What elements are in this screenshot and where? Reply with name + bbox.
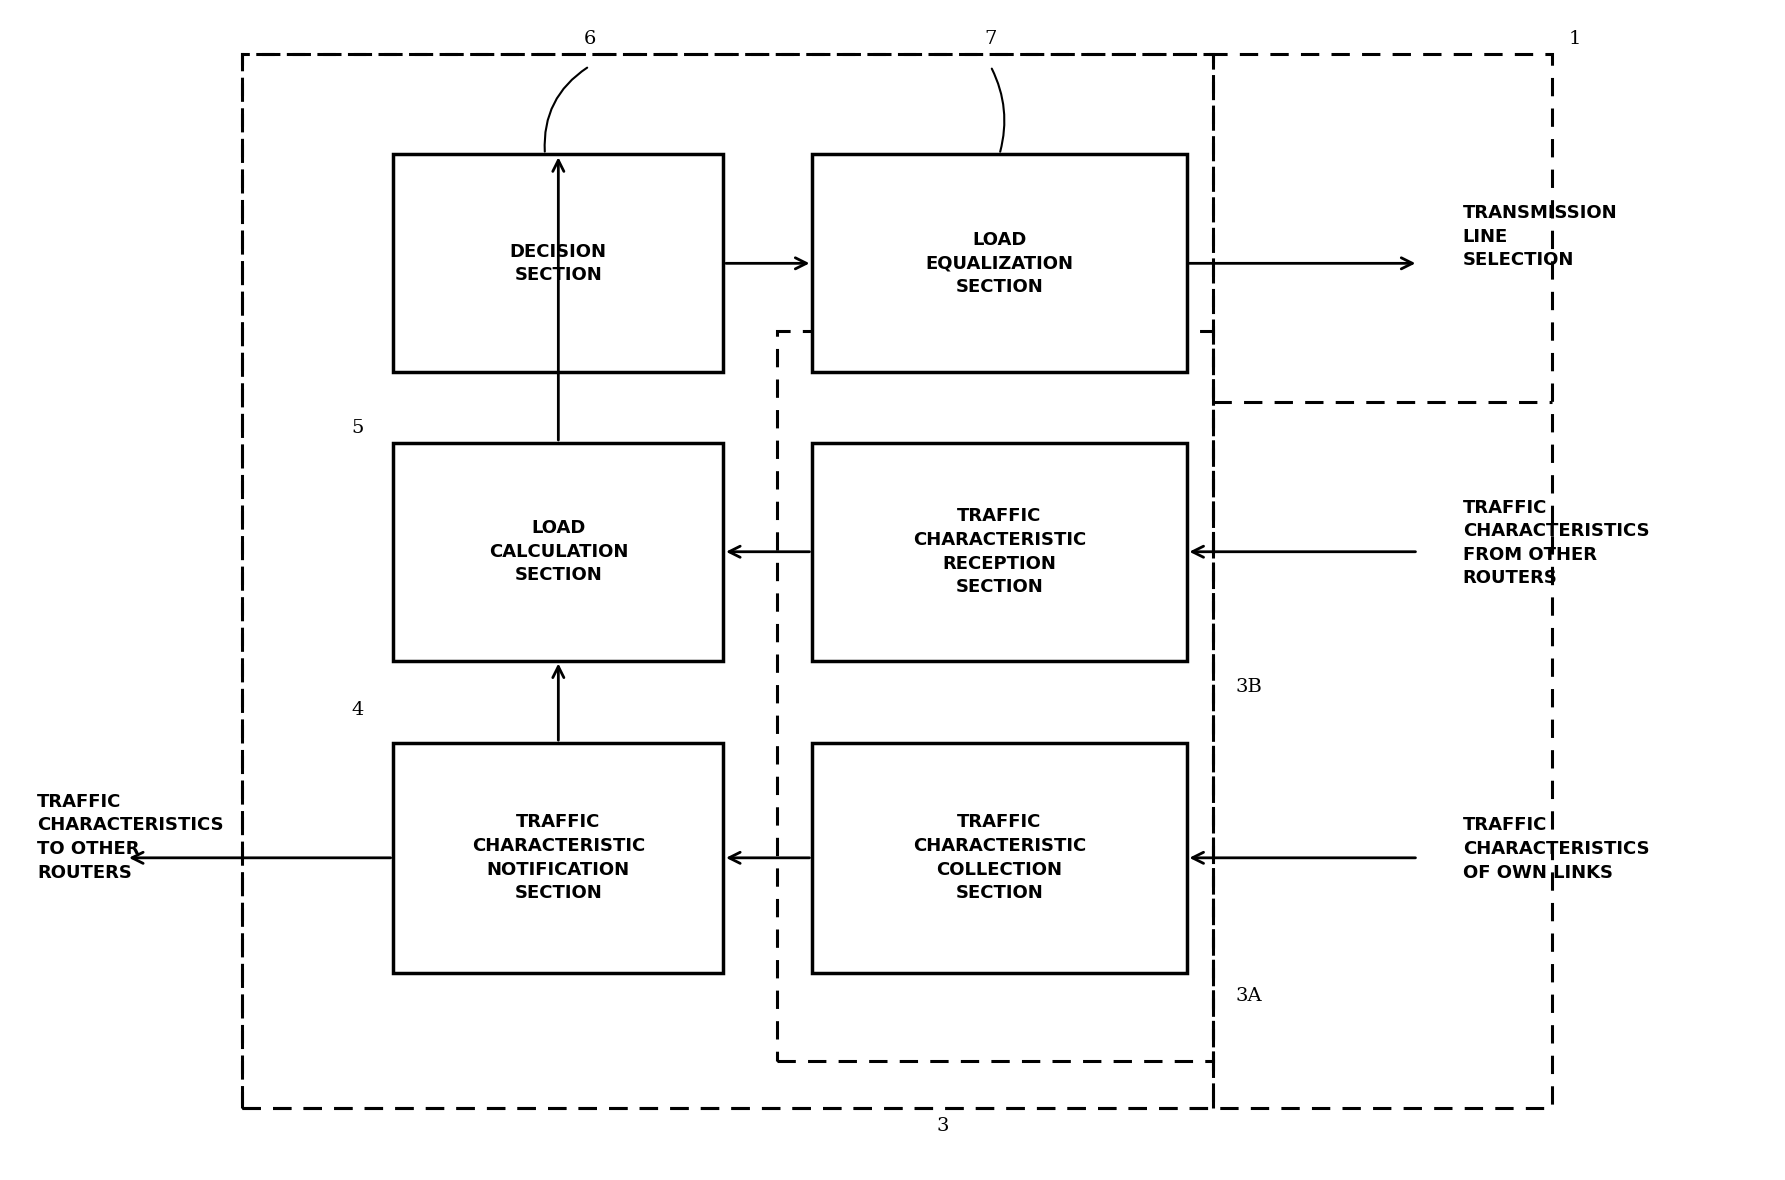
Text: TRANSMISSION
LINE
SELECTION: TRANSMISSION LINE SELECTION (1464, 204, 1617, 269)
Text: LOAD
EQUALIZATION
SECTION: LOAD EQUALIZATION SECTION (925, 231, 1073, 296)
Text: 6: 6 (584, 30, 596, 48)
Bar (243, 54, 1214, 1108)
Text: TRAFFIC
CHARACTERISTIC
COLLECTION
SECTION: TRAFFIC CHARACTERISTIC COLLECTION SECTIO… (912, 813, 1085, 903)
Bar (393, 155, 723, 372)
Bar (243, 54, 1551, 1108)
Text: TRAFFIC
CHARACTERISTICS
FROM OTHER
ROUTERS: TRAFFIC CHARACTERISTICS FROM OTHER ROUTE… (1464, 498, 1649, 588)
Text: TRAFFIC
CHARACTERISTICS
TO OTHER
ROUTERS: TRAFFIC CHARACTERISTICS TO OTHER ROUTERS (37, 793, 223, 881)
Bar (812, 743, 1187, 972)
Bar (393, 442, 723, 661)
Text: DECISION
SECTION: DECISION SECTION (511, 243, 607, 284)
Text: 3B: 3B (1235, 677, 1262, 695)
Text: 1: 1 (1569, 30, 1582, 48)
Text: 3A: 3A (1235, 988, 1262, 1005)
Text: TRAFFIC
CHARACTERISTIC
NOTIFICATION
SECTION: TRAFFIC CHARACTERISTIC NOTIFICATION SECT… (471, 813, 644, 903)
Text: TRAFFIC
CHARACTERISTICS
OF OWN LINKS: TRAFFIC CHARACTERISTICS OF OWN LINKS (1464, 817, 1649, 881)
Text: 4: 4 (352, 701, 364, 719)
Text: TRAFFIC
CHARACTERISTIC
RECEPTION
SECTION: TRAFFIC CHARACTERISTIC RECEPTION SECTION (912, 507, 1085, 596)
Bar (393, 743, 723, 972)
Text: 7: 7 (984, 30, 996, 48)
Bar (812, 442, 1187, 661)
Text: 3: 3 (935, 1116, 948, 1135)
Text: LOAD
CALCULATION
SECTION: LOAD CALCULATION SECTION (489, 519, 628, 584)
Bar (776, 332, 1214, 1061)
Text: 5: 5 (352, 419, 364, 437)
Bar (812, 155, 1187, 372)
